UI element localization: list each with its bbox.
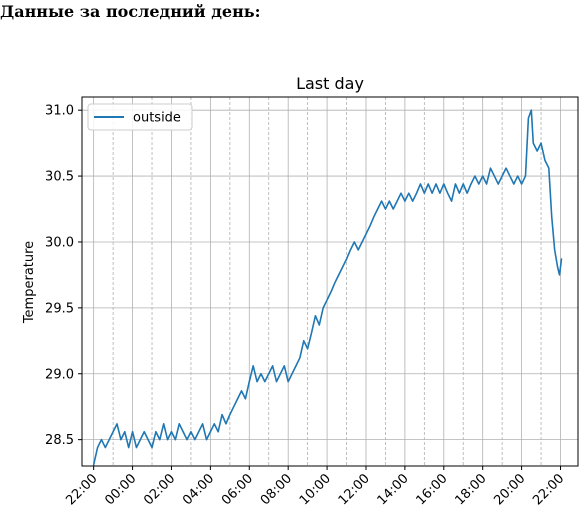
plot-frame (81, 96, 579, 467)
x-tick-label: 22:00 (530, 471, 567, 508)
y-tick-label: 30.5 (45, 170, 74, 185)
legend-label-outside: outside (133, 111, 181, 126)
x-tick-label: 22:00 (63, 471, 100, 508)
y-tick-label: 29.5 (45, 301, 74, 316)
grid-layer (82, 97, 578, 466)
x-tick-label: 06:00 (219, 471, 256, 508)
series-line-outside (92, 109, 563, 466)
x-tick-label: 14:00 (375, 471, 412, 508)
legend-box (87, 103, 193, 131)
x-tick-label: 00:00 (102, 471, 139, 508)
page-heading: Данные за последний день: (0, 2, 261, 21)
chart-title: Last day (296, 74, 364, 93)
x-tick-label: 12:00 (336, 471, 373, 508)
x-tick-label: 04:00 (180, 471, 217, 508)
x-tick-label: 08:00 (258, 471, 295, 508)
y-tick-label: 30.0 (45, 235, 74, 250)
tick-layer: 28.529.029.530.030.531.022:00 00:00 02:00 0… (45, 104, 567, 509)
y-tick-label: 28.5 (45, 433, 74, 448)
y-tick-label: 29.0 (45, 367, 74, 382)
y-axis-label: Temperature (22, 241, 37, 324)
x-tick-label: 16:00 (414, 471, 451, 508)
x-tick-label: 18:00 (452, 471, 489, 508)
x-tick-label: 20:00 (491, 471, 528, 508)
x-tick-label: 10:00 (297, 471, 334, 508)
series-layer (92, 109, 563, 466)
y-tick-label: 31.0 (45, 104, 74, 119)
legend: outside (87, 103, 193, 131)
x-tick-label: 02:00 (141, 471, 178, 508)
